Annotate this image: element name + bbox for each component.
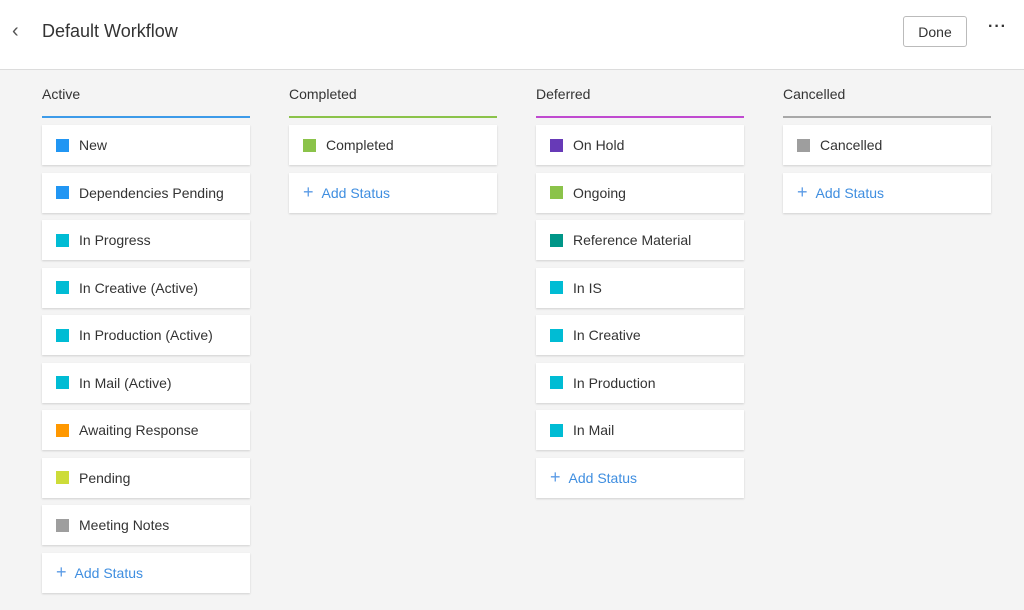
- status-item[interactable]: Awaiting Response: [42, 410, 250, 450]
- status-color-swatch: [56, 328, 69, 342]
- more-ellipsis-icon[interactable]: ···: [988, 18, 1007, 35]
- plus-icon: +: [303, 182, 314, 202]
- add-status-button[interactable]: + Add Status: [42, 552, 250, 593]
- column-active: Active New Dependencies Pending In Progres…: [42, 86, 250, 600]
- status-item[interactable]: Completed: [289, 125, 497, 165]
- status-label: In Mail: [573, 422, 615, 438]
- status-item[interactable]: In Mail (Active): [42, 362, 250, 403]
- status-label: In Production (Active): [79, 327, 213, 343]
- status-color-swatch: [303, 138, 316, 152]
- status-label: Completed: [326, 137, 394, 153]
- status-color-swatch: [550, 186, 563, 199]
- status-label: In IS: [573, 279, 602, 296]
- column-completed: Completed Completed + Add Status: [289, 86, 497, 220]
- status-item[interactable]: In IS: [536, 267, 744, 308]
- column-divider: [536, 116, 744, 118]
- status-label: Meeting Notes: [79, 517, 170, 533]
- done-button[interactable]: Done: [903, 16, 967, 47]
- status-color-swatch: [56, 376, 69, 389]
- status-color-swatch: [56, 186, 69, 199]
- column-divider: [42, 116, 250, 118]
- add-status-button[interactable]: + Add Status: [783, 172, 991, 213]
- status-label: New: [79, 137, 108, 153]
- status-item[interactable]: On Hold: [536, 125, 744, 165]
- plus-icon: +: [56, 562, 67, 582]
- status-label: In Progress: [79, 232, 151, 248]
- status-color-swatch: [550, 423, 563, 437]
- status-label: Cancelled: [820, 137, 883, 153]
- back-chevron-left-icon[interactable]: ‹: [12, 20, 19, 42]
- add-status-label: Add Status: [568, 469, 638, 486]
- status-item[interactable]: Pending: [42, 457, 250, 498]
- plus-icon: +: [797, 182, 808, 202]
- status-color-swatch: [550, 281, 563, 294]
- header: ‹ Default Workflow Done ···: [0, 0, 1024, 70]
- status-color-swatch: [550, 233, 563, 247]
- status-color-swatch: [56, 138, 69, 152]
- plus-icon: +: [550, 467, 561, 487]
- status-label: On Hold: [573, 137, 625, 153]
- add-status-button[interactable]: + Add Status: [536, 457, 744, 498]
- add-status-label: Add Status: [815, 184, 885, 201]
- status-item[interactable]: In Creative: [536, 315, 744, 355]
- status-item[interactable]: Cancelled: [783, 125, 991, 165]
- status-item[interactable]: Dependencies Pending: [42, 172, 250, 213]
- status-label: In Creative: [573, 327, 641, 343]
- status-label: Dependencies Pending: [79, 184, 224, 201]
- status-color-swatch: [550, 138, 563, 152]
- add-status-label: Add Status: [74, 564, 144, 581]
- status-item[interactable]: In Mail: [536, 410, 744, 450]
- status-item[interactable]: New: [42, 125, 250, 165]
- column-deferred: Deferred On Hold Ongoing Reference Materia…: [536, 86, 744, 505]
- status-label: In Production: [573, 374, 656, 391]
- status-color-swatch: [550, 376, 563, 389]
- status-item[interactable]: In Creative (Active): [42, 267, 250, 308]
- column-divider: [289, 116, 497, 118]
- status-item[interactable]: Ongoing: [536, 172, 744, 213]
- status-color-swatch: [56, 281, 69, 294]
- column-title: Completed: [289, 86, 357, 102]
- page-title: Default Workflow: [42, 21, 178, 41]
- add-status-button[interactable]: + Add Status: [289, 172, 497, 213]
- add-status-label: Add Status: [321, 184, 391, 201]
- status-color-swatch: [56, 471, 69, 484]
- status-label: In Mail (Active): [79, 374, 172, 391]
- status-color-swatch: [550, 328, 563, 342]
- status-color-swatch: [797, 138, 810, 152]
- status-color-swatch: [56, 423, 69, 437]
- column-title: Cancelled: [783, 86, 846, 102]
- status-label: Ongoing: [573, 184, 626, 201]
- column-title: Active: [42, 86, 81, 102]
- status-item[interactable]: In Progress: [42, 220, 250, 260]
- column-title: Deferred: [536, 86, 591, 102]
- status-item[interactable]: In Production (Active): [42, 315, 250, 355]
- status-label: Awaiting Response: [79, 422, 199, 438]
- status-label: Pending: [79, 469, 131, 486]
- status-item[interactable]: Meeting Notes: [42, 505, 250, 545]
- status-color-swatch: [56, 518, 69, 532]
- column-cancelled: Cancelled Cancelled + Add Status: [783, 86, 991, 220]
- status-label: Reference Material: [573, 232, 692, 248]
- status-item[interactable]: Reference Material: [536, 220, 744, 260]
- column-divider: [783, 116, 991, 118]
- status-color-swatch: [56, 233, 69, 247]
- status-label: In Creative (Active): [79, 279, 199, 296]
- status-item[interactable]: In Production: [536, 362, 744, 403]
